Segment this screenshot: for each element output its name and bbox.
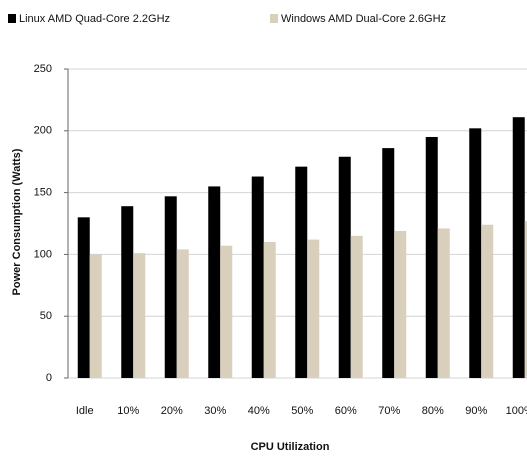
legend-label: Windows AMD Dual-Core 2.6GHz <box>281 13 446 25</box>
bar <box>350 235 363 378</box>
y-tick-label: 150 <box>34 187 52 199</box>
bar <box>394 230 407 378</box>
x-tick-label: 40% <box>248 405 270 417</box>
bar <box>338 156 351 378</box>
bar <box>382 148 395 378</box>
bar <box>307 239 320 378</box>
y-tick-label: 50 <box>40 310 52 322</box>
bar <box>77 217 90 378</box>
legend-swatch <box>270 14 278 23</box>
y-tick-label: 100 <box>34 248 52 260</box>
x-tick-label: 30% <box>204 405 226 417</box>
y-axis-title: Power Consumption (Watts) <box>11 148 23 295</box>
bar <box>481 224 494 378</box>
bar <box>220 245 233 378</box>
legend-label: Linux AMD Quad-Core 2.2GHz <box>19 13 170 25</box>
bar <box>295 166 308 378</box>
y-tick-label: 200 <box>34 125 52 137</box>
y-tick-label: 0 <box>46 372 52 384</box>
bar <box>425 136 438 378</box>
x-tick-label: 70% <box>378 405 400 417</box>
bar <box>133 253 146 378</box>
x-tick-label: 90% <box>465 405 487 417</box>
bar <box>469 128 482 378</box>
bar <box>251 176 264 378</box>
x-tick-label: 100% <box>506 405 527 417</box>
y-tick-label: 250 <box>34 63 52 75</box>
x-tick-label: Idle <box>76 405 94 417</box>
bar <box>208 186 221 378</box>
bar <box>121 206 134 378</box>
bar <box>89 254 102 378</box>
bar <box>512 117 525 378</box>
bar <box>164 196 177 378</box>
legend-swatch <box>8 14 16 23</box>
x-tick-label: 20% <box>161 405 183 417</box>
x-tick-label: 50% <box>291 405 313 417</box>
bar <box>176 249 189 378</box>
bar <box>524 221 527 378</box>
x-tick-label: 60% <box>335 405 357 417</box>
bar <box>437 228 450 378</box>
x-tick-label: 10% <box>117 405 139 417</box>
x-tick-label: 80% <box>422 405 444 417</box>
bar <box>263 242 276 378</box>
x-axis-title: CPU Utilization <box>251 441 330 453</box>
